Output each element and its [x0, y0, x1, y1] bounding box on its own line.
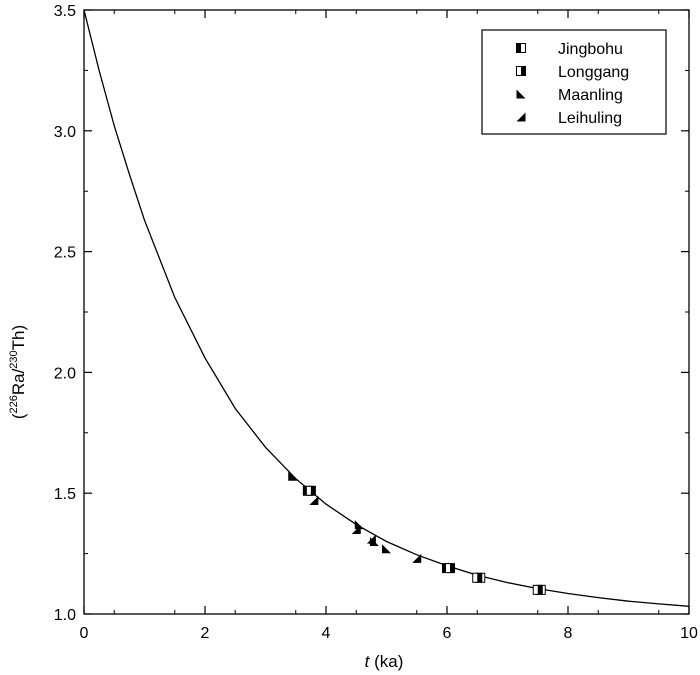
legend-label-maanling: Maanling [558, 87, 623, 104]
data-point-longgang [305, 485, 316, 496]
data-point-maanling [354, 520, 364, 530]
data-point-leihuling [412, 553, 422, 563]
legend-marker-leihuling [516, 112, 526, 122]
x-tick-label: 10 [680, 625, 698, 642]
legend-label-leihuling: Leihuling [558, 110, 622, 127]
x-axis-label: t (ka) [365, 652, 404, 671]
data-point-maanling [288, 471, 298, 481]
y-tick-label: 1.0 [54, 607, 76, 624]
data-point-longgang [445, 563, 456, 574]
x-tick-label: 4 [322, 625, 331, 642]
legend-label-longgang: Longgang [558, 64, 629, 81]
y-tick-label: 2.5 [54, 245, 76, 262]
legend-box [481, 29, 667, 135]
legend-marker-maanling [516, 89, 526, 99]
y-tick-label: 2.0 [54, 365, 76, 382]
x-tick-label: 6 [443, 625, 452, 642]
y-tick-label: 3.5 [54, 3, 76, 20]
data-point-longgang [532, 584, 543, 595]
y-tick-label: 3.0 [54, 124, 76, 141]
legend-marker-longgang [516, 66, 526, 76]
legend-label-jingbohu: Jingbohu [558, 41, 623, 58]
data-point-leihuling [366, 534, 376, 544]
data-point-maanling [382, 544, 391, 554]
y-axis-label: (226Ra/230Th) [8, 325, 28, 419]
data-point-longgang [472, 572, 483, 583]
data-point-leihuling [351, 524, 361, 534]
x-tick-label: 0 [80, 625, 89, 642]
y-tick-label: 1.5 [54, 486, 76, 503]
data-point-leihuling [309, 495, 319, 505]
x-tick-label: 8 [564, 625, 573, 642]
legend-marker-jingbohu [516, 43, 526, 53]
x-tick-label: 2 [201, 625, 210, 642]
